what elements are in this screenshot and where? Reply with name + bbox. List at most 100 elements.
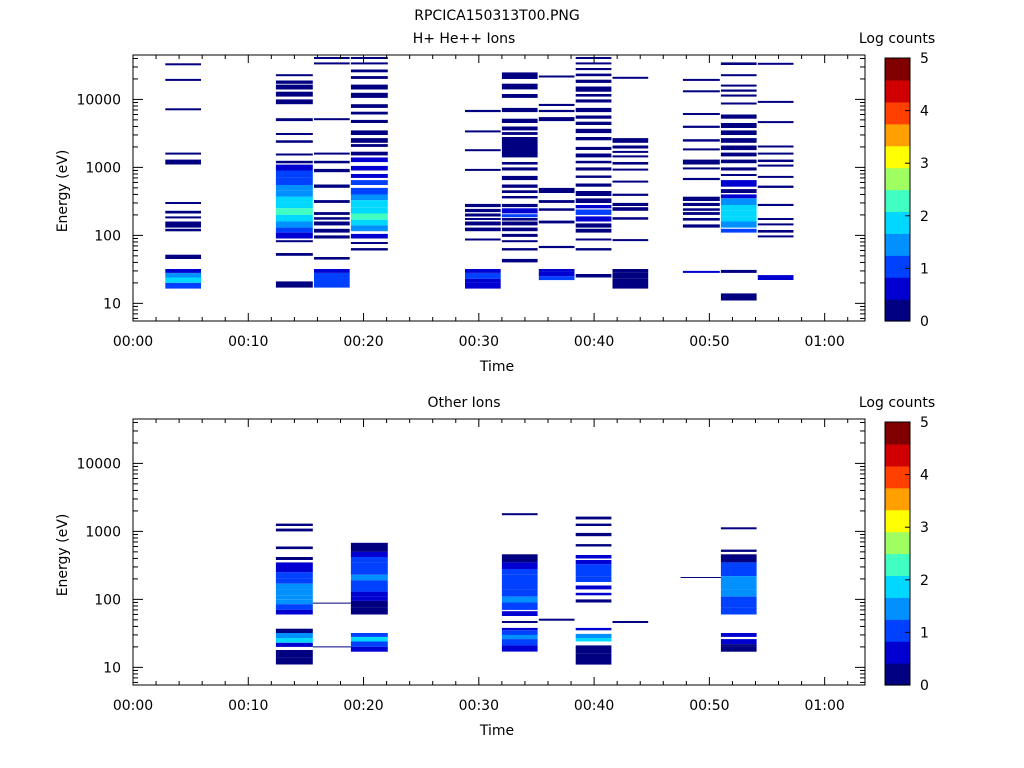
heatmap-cell — [575, 599, 612, 603]
heatmap-cell — [501, 167, 538, 171]
heatmap-cell — [350, 104, 388, 108]
heatmap-cell — [275, 628, 313, 633]
colorbar-segment — [885, 667, 910, 673]
colorbar-label: Log counts — [859, 395, 935, 411]
heatmap-cell — [501, 627, 538, 631]
heatmap-cell — [314, 57, 350, 59]
heatmap-cell — [314, 235, 350, 239]
heatmap-cell — [314, 269, 350, 273]
heatmap-cell — [275, 642, 313, 647]
colorbar-segment — [885, 198, 910, 204]
colorbar-segment — [885, 75, 910, 81]
colorbar-segment — [885, 443, 910, 449]
heatmap-cell — [465, 218, 501, 220]
heatmap-cell — [465, 278, 501, 283]
heatmap-cell — [720, 269, 757, 273]
heatmap-cell — [538, 117, 575, 122]
heatmap-cell — [275, 80, 313, 84]
heatmap-cell — [501, 203, 538, 208]
colorbar-segment — [885, 505, 910, 511]
heatmap-cell — [538, 109, 575, 113]
colorbar-segment — [885, 285, 910, 291]
heatmap-cell — [575, 576, 612, 582]
colorbar-segment — [885, 610, 910, 616]
heatmap-cell — [275, 595, 313, 600]
colorbar-segment — [885, 193, 910, 199]
colorbar-segment — [885, 509, 910, 515]
heatmap-cell — [612, 278, 649, 289]
heatmap-cell — [501, 602, 538, 610]
heatmap-cell — [465, 273, 501, 279]
heatmap-cell — [720, 549, 757, 552]
colorbar-segment — [885, 676, 910, 682]
heatmap-cell — [350, 248, 388, 251]
colorbar-segment — [885, 114, 910, 120]
heatmap-cell — [575, 79, 612, 83]
heatmap-cell — [275, 638, 313, 643]
colorbar-segment — [885, 553, 910, 559]
heatmap-cell — [314, 62, 350, 65]
heatmap-cell — [314, 212, 350, 215]
heatmap-cell — [720, 576, 757, 582]
heatmap-cell — [757, 175, 794, 178]
heatmap-cell — [575, 153, 612, 158]
heatmap-cell — [465, 282, 501, 289]
heatmap-cell — [538, 245, 575, 249]
heatmap-cell — [682, 270, 720, 273]
heatmap-cell — [575, 68, 612, 71]
heatmap-cell — [720, 167, 757, 171]
heatmap-cell — [275, 74, 313, 77]
colorbar-segment — [885, 71, 910, 77]
heatmap-cell — [575, 73, 612, 77]
x-tick-label: 01:00 — [804, 334, 844, 350]
heatmap-cell — [501, 233, 538, 237]
heatmap-cell — [275, 133, 313, 135]
panel-h-he-ions: H+ He++ Ions 00:00 00:10 00:20 00:30 00:40 00:… — [55, 31, 935, 375]
heatmap-cell — [757, 152, 794, 155]
heatmap-cell — [757, 218, 794, 220]
heatmap-cell — [501, 611, 538, 616]
heatmap-cell — [757, 164, 794, 167]
colorbar-segment — [885, 641, 910, 647]
heatmap-cell — [350, 187, 388, 195]
heatmap-cell — [612, 193, 649, 196]
colorbar-segment — [885, 224, 910, 230]
heatmap-cell — [314, 228, 350, 233]
heatmap-cell — [720, 527, 757, 530]
heatmap-cell — [575, 137, 612, 141]
heatmap-cell — [575, 57, 612, 59]
colorbar-segment — [885, 461, 910, 467]
heatmap-cell — [350, 546, 388, 552]
heatmap-cell — [501, 221, 538, 226]
colorbar-segment — [885, 259, 910, 265]
heatmap-cell — [501, 214, 538, 218]
heatmap-cell — [720, 198, 757, 205]
heatmap-cell — [275, 118, 313, 122]
heatmap-cell — [575, 160, 612, 164]
heatmap-cell — [538, 187, 575, 193]
colorbar-segment — [885, 531, 910, 537]
colorbar-segment — [885, 478, 910, 484]
heatmap-cell — [612, 150, 649, 153]
heatmap-cell — [501, 184, 538, 188]
heatmap-cell — [350, 596, 388, 601]
heatmap-cell — [165, 202, 201, 204]
heatmap-cell — [501, 645, 538, 652]
heatmap-cell — [314, 184, 350, 188]
panel-other-ions: Other Ions 00:00 00:10 00:20 00:30 00:40 00:50… — [55, 395, 935, 739]
colorbar-segment — [885, 62, 910, 68]
heatmap-cell — [682, 208, 720, 211]
heatmap-cell — [275, 153, 313, 156]
heatmap-cell — [350, 180, 388, 185]
colorbar-segment — [885, 132, 910, 138]
heatmap-cell — [275, 99, 313, 105]
colorbar-segment — [885, 154, 910, 160]
colorbar-segment — [885, 158, 910, 164]
heatmap-cell — [275, 221, 313, 228]
heatmap-cell — [612, 138, 649, 143]
colorbar-segment — [885, 185, 910, 191]
heatmap-cell — [275, 253, 313, 256]
heatmap-cell — [275, 164, 313, 171]
heatmap-cell — [350, 157, 388, 163]
heatmap-cell — [165, 159, 201, 165]
